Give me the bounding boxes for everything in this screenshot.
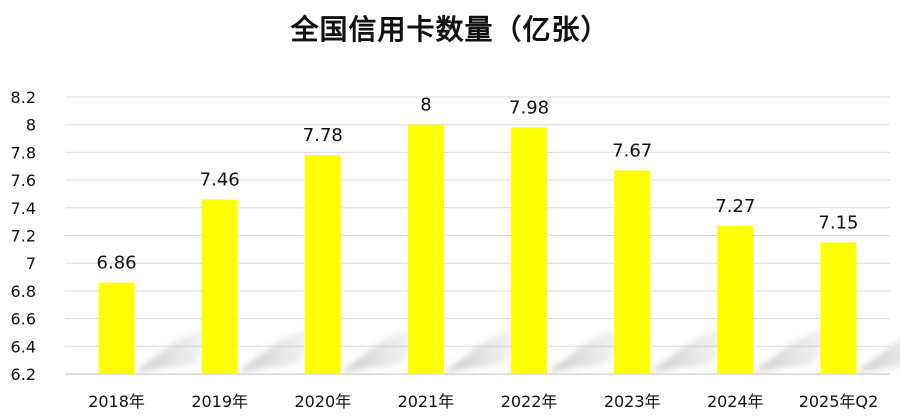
y-tick-label: 6.2 (11, 365, 36, 384)
x-tick-label: 2022年 (501, 392, 558, 411)
y-tick-label: 7.4 (11, 199, 36, 218)
data-label: 7.67 (612, 140, 652, 161)
data-label: 7.78 (303, 125, 343, 146)
y-tick-label: 6.4 (11, 337, 36, 356)
y-tick-label: 7.8 (11, 143, 36, 162)
y-tick-label: 6.6 (11, 310, 36, 329)
y-tick-label: 6.8 (11, 282, 36, 301)
x-tick-label: 2023年 (604, 392, 661, 411)
chart-title: 全国信用卡数量（亿张） (290, 13, 610, 46)
bar (511, 127, 548, 374)
data-label: 7.27 (715, 196, 755, 217)
y-tick-label: 7.6 (11, 171, 36, 190)
x-tick-label: 2020年 (294, 392, 351, 411)
bar-shadow (856, 340, 900, 372)
bar (98, 282, 135, 374)
x-tick-label: 2019年 (191, 392, 248, 411)
data-label: 7.98 (509, 97, 549, 118)
gridlines (65, 96, 890, 375)
x-tick-label: 2021年 (398, 392, 455, 411)
x-tick-label: 2024年 (707, 392, 764, 411)
labels: 8.287.87.67.47.276.86.66.46.26.862018年7.… (11, 88, 879, 411)
bar (201, 199, 238, 374)
data-label: 7.46 (200, 169, 240, 190)
y-tick-label: 7.2 (11, 227, 36, 246)
bars (98, 124, 857, 374)
data-label: 6.86 (97, 253, 137, 274)
bar (407, 124, 444, 374)
x-tick-label: 2025年Q2 (799, 392, 879, 411)
bar (304, 155, 341, 374)
x-tick-label: 2018年 (88, 392, 145, 411)
data-label: 7.15 (818, 212, 858, 233)
bar (820, 242, 857, 374)
bar (717, 225, 754, 374)
y-tick-label: 8 (26, 116, 36, 135)
y-tick-label: 8.2 (11, 88, 36, 107)
data-label: 8 (420, 95, 431, 116)
bar (614, 170, 651, 374)
y-tick-label: 7 (26, 254, 36, 273)
